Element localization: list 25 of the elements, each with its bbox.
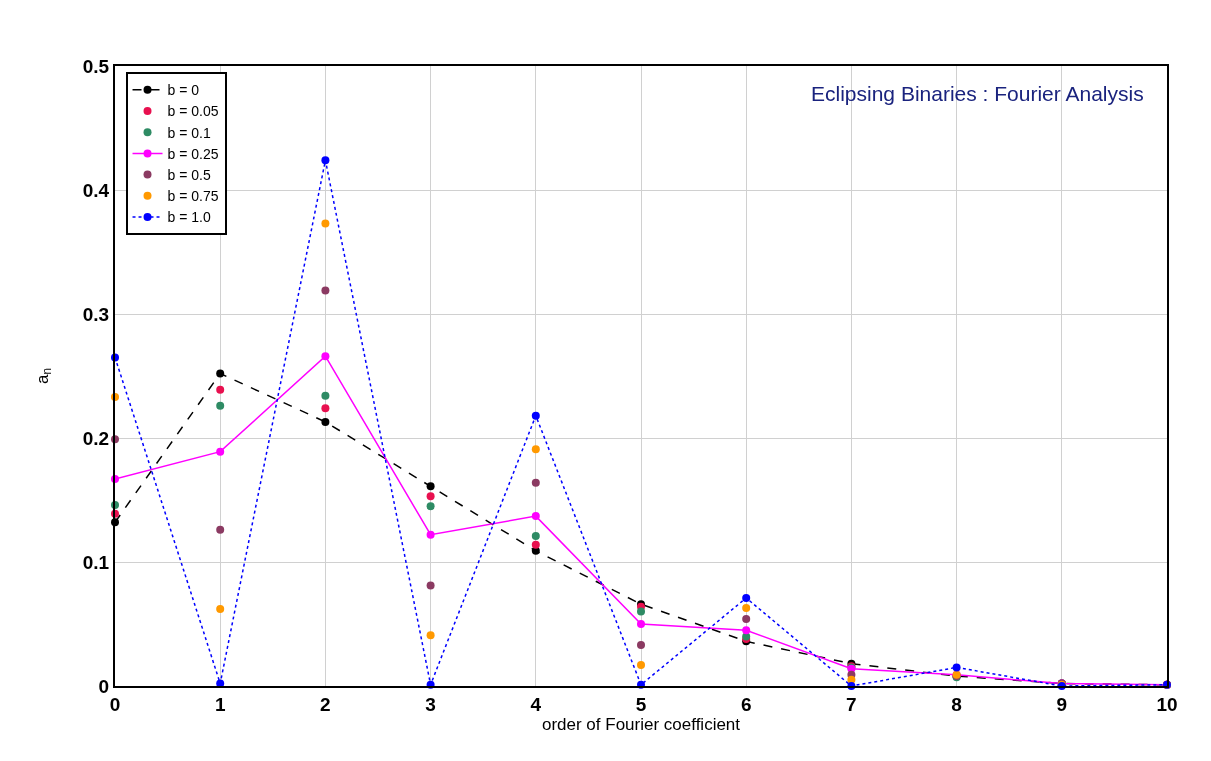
legend-label: b = 0.05 — [167, 103, 219, 120]
y-tick-label: 0.5 — [82, 55, 110, 77]
legend-label: b = 0.25 — [167, 145, 219, 162]
legend-label: b = 0.1 — [167, 124, 211, 141]
text: Eclipsing Binaries : Fourier Analysis — [811, 82, 1144, 105]
x-tick-label: 1 — [214, 693, 226, 715]
x-axis-title: order of Fourier coefficient — [541, 714, 741, 734]
y-tick-label: 0.3 — [82, 303, 110, 325]
x-tick-label: 3 — [425, 693, 436, 715]
y-tick-label: 0.1 — [82, 551, 110, 573]
y-tick-label: 0.4 — [82, 179, 110, 201]
x-tick-label: 2 — [320, 693, 331, 715]
x-tick-label: 6 — [740, 693, 752, 715]
x-tick-label: 5 — [635, 693, 647, 715]
x-tick-label: 4 — [530, 693, 542, 715]
x-tick-label: 7 — [846, 693, 857, 715]
x-tick-label: 8 — [951, 693, 962, 715]
y-tick-label: 0.2 — [82, 427, 110, 449]
legend-label: b = 0.75 — [167, 188, 219, 205]
legend-label: b = 1.0 — [167, 209, 211, 226]
x-tick-label: 9 — [1056, 693, 1068, 715]
x-tick-label: 10 — [1156, 693, 1178, 715]
legend-label: b = 0 — [167, 82, 200, 99]
legend-label: b = 0.5 — [167, 167, 211, 184]
y-tick-label: 0 — [98, 675, 110, 697]
